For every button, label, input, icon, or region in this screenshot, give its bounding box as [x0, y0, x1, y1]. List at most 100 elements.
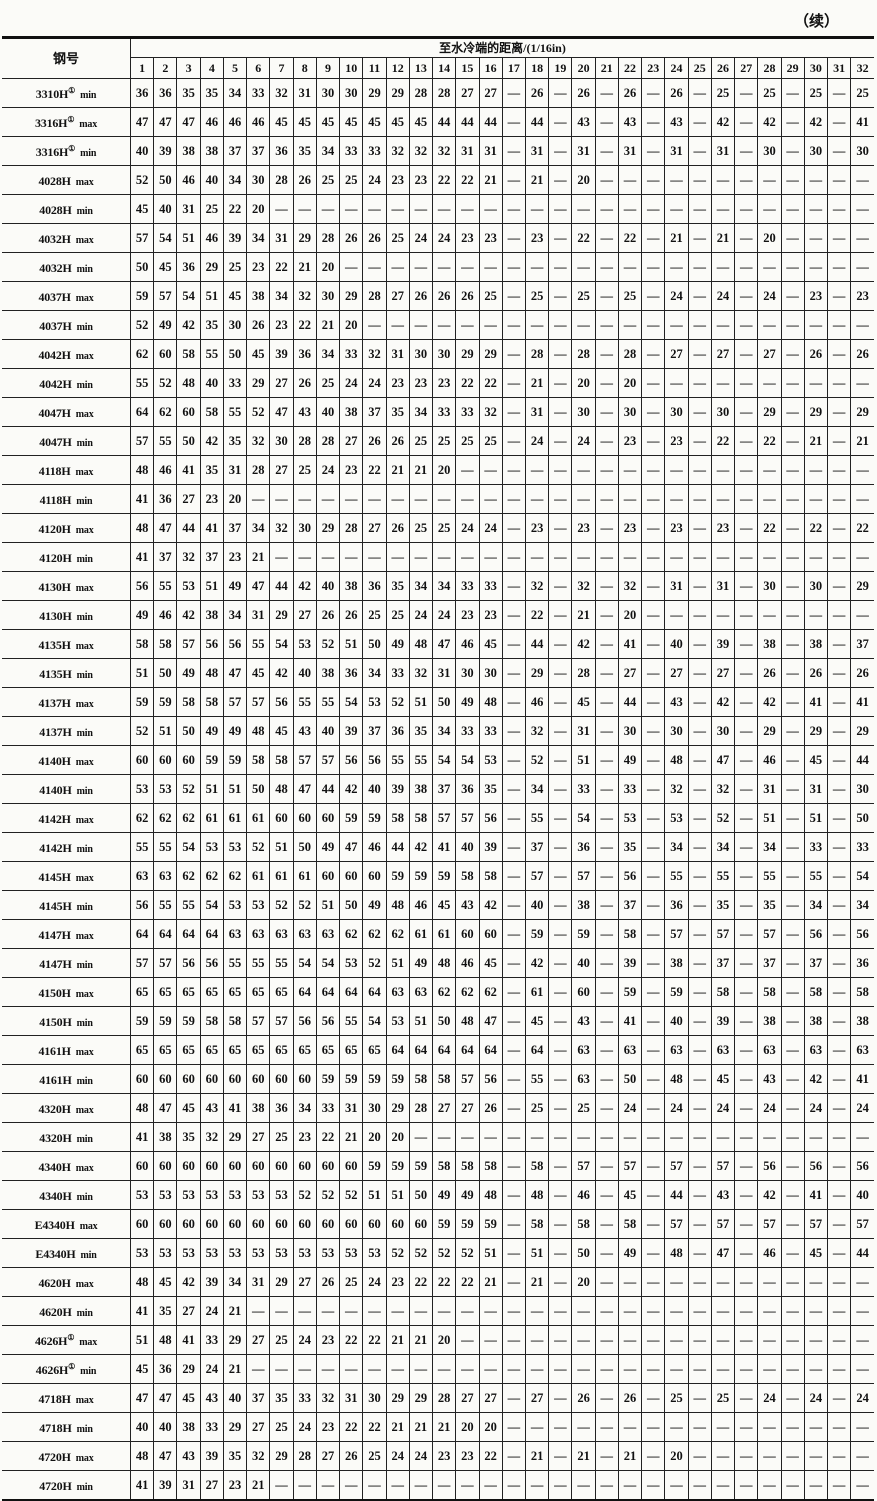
steel-grade: 4320H: [38, 1102, 71, 1116]
hardness-value: 50: [339, 890, 364, 920]
hardness-value: —: [571, 1354, 596, 1384]
steel-grade-cell: 4130H max: [2, 571, 131, 601]
hardness-value: 61: [524, 977, 550, 1007]
hardness-value: —: [803, 1296, 829, 1326]
hardness-value: —: [780, 1354, 805, 1384]
hardness-value: —: [339, 194, 364, 224]
hardness-value: 63: [129, 861, 155, 891]
hardness-value: 41: [850, 1064, 874, 1094]
hardness-value: 48: [478, 1180, 503, 1210]
steel-grade-cell: 4145H min: [2, 890, 131, 920]
hardness-value: 56: [176, 948, 201, 978]
limit-type: max: [75, 931, 94, 942]
hardness-value: —: [408, 310, 434, 340]
hardness-value: 20: [385, 1122, 410, 1152]
hardness-value: 32: [246, 1441, 271, 1471]
hardness-value: 41: [432, 832, 457, 862]
hardness-value: 32: [362, 339, 387, 369]
hardness-value: 51: [571, 745, 596, 775]
hardness-value: 49: [222, 716, 248, 746]
hardness-value: 46: [153, 600, 178, 630]
hardness-value: —: [362, 1296, 387, 1326]
hardness-value: 60: [269, 1064, 294, 1094]
hardness-value: —: [850, 223, 874, 253]
hardness-value: 52: [455, 1238, 480, 1268]
hardness-value: 35: [199, 310, 224, 340]
hardness-value: —: [571, 1325, 596, 1355]
hardness-value: 59: [176, 1006, 201, 1036]
hardness-value: —: [664, 1325, 689, 1355]
hardness-value: 26: [850, 658, 874, 688]
hardness-value: —: [827, 600, 852, 630]
hardness-value: 65: [246, 1035, 271, 1065]
hardness-value: —: [734, 1151, 759, 1181]
hardness-value: 52: [385, 687, 410, 717]
hardness-value: 25: [385, 223, 410, 253]
hardness-value: 20: [757, 223, 782, 253]
hardness-value: 57: [432, 803, 457, 833]
hardness-value: 50: [850, 803, 874, 833]
hardness-value: —: [641, 774, 666, 804]
hardness-value: 58: [153, 629, 178, 659]
steel-grade-cell: 4047H min: [2, 426, 131, 456]
hardness-value: 48: [153, 1325, 178, 1355]
hardness-value: 35: [757, 890, 782, 920]
hardness-value: —: [501, 223, 526, 253]
hardness-value: —: [780, 658, 805, 688]
steel-grade: 4130H: [39, 609, 72, 623]
hardness-value: —: [780, 716, 805, 746]
hardness-value: 30: [362, 1383, 387, 1413]
hardness-value: —: [710, 165, 736, 195]
hardness-value: 59: [222, 745, 248, 775]
hardness-value: 26: [571, 78, 596, 108]
hardness-value: —: [757, 1470, 782, 1501]
hardness-value: 24: [664, 1093, 689, 1123]
hardness-value: —: [687, 1209, 712, 1239]
hardness-value: —: [432, 484, 457, 514]
hardness-value: —: [664, 368, 689, 398]
hardness-value: —: [687, 194, 712, 224]
hardness-value: 62: [153, 803, 178, 833]
hardness-value: 48: [129, 513, 155, 543]
steel-grade: 4142H: [39, 841, 72, 855]
hardness-value: 52: [362, 948, 387, 978]
hardness-value: —: [501, 1209, 526, 1239]
hardness-value: —: [548, 1093, 573, 1123]
hardness-value: 25: [478, 426, 503, 456]
hardness-value: —: [850, 252, 874, 282]
hardness-value: 60: [129, 1151, 155, 1181]
hardness-value: 54: [269, 629, 294, 659]
hardness-value: 34: [315, 136, 341, 166]
hardness-value: 44: [269, 571, 294, 601]
hardness-value: 42: [710, 687, 736, 717]
hardness-value: 37: [850, 629, 874, 659]
hardness-value: 48: [129, 455, 155, 485]
hardness-value: —: [594, 78, 619, 108]
hardness-value: —: [827, 1122, 852, 1152]
hardness-value: —: [687, 890, 712, 920]
hardness-value: 26: [571, 1383, 596, 1413]
table-row: 4028H min 45 40 31 25 22 20— — — — — — — — — — — — — — — — — — — —…: [2, 194, 874, 224]
hardness-value: 25: [478, 281, 503, 311]
hardness-value: —: [687, 455, 712, 485]
hardness-value: 40: [315, 571, 341, 601]
hardness-value: 25: [339, 165, 364, 195]
hardness-value: 31: [617, 136, 643, 166]
hardness-value: 42: [408, 832, 434, 862]
steel-grade-cell: 4137H max: [2, 687, 131, 717]
hardness-value: 47: [222, 658, 248, 688]
hardness-value: —: [617, 484, 643, 514]
hardness-value: —: [478, 194, 503, 224]
hardness-value: 32: [478, 397, 503, 427]
hardness-value: —: [594, 1006, 619, 1036]
hardness-value: —: [780, 1064, 805, 1094]
steel-grade: 4620H: [39, 1305, 72, 1319]
hardness-value: 21: [524, 165, 550, 195]
hardness-value: —: [548, 1064, 573, 1094]
steel-grade: 4150H: [38, 986, 71, 1000]
hardness-value: —: [315, 542, 341, 572]
column-number: 20: [571, 57, 596, 79]
hardness-value: —: [617, 1354, 643, 1384]
hardness-value: —: [594, 310, 619, 340]
hardness-value: 45: [803, 745, 829, 775]
